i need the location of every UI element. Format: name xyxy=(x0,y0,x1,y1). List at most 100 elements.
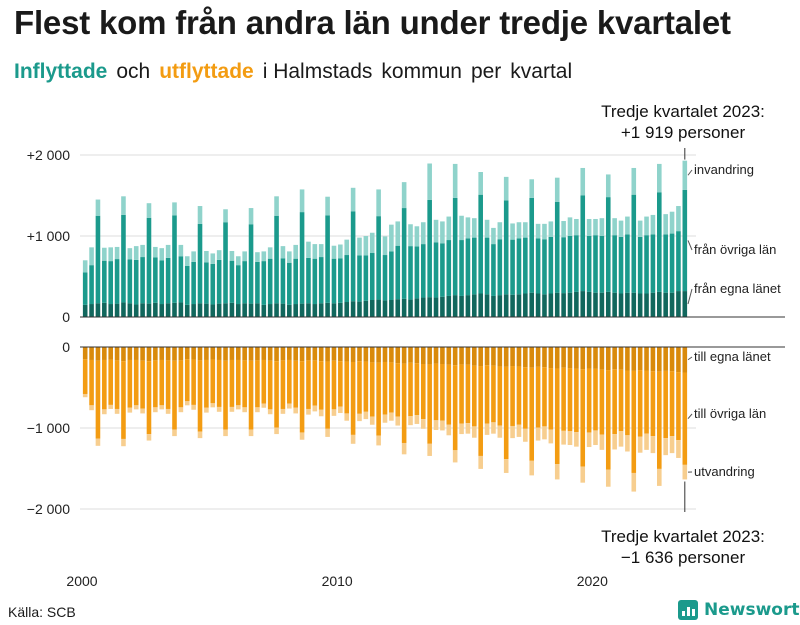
bar-out-segment xyxy=(440,364,445,421)
bar-out-segment xyxy=(529,347,535,368)
bar-in-segment xyxy=(682,189,688,292)
bar-out-segment xyxy=(255,407,260,413)
bar-in-segment xyxy=(121,214,126,303)
bar-in-segment xyxy=(204,262,209,304)
bar-in-segment xyxy=(102,247,107,261)
bar-in-segment xyxy=(140,244,145,258)
bar-out-segment xyxy=(561,367,566,431)
bar-in-segment xyxy=(612,292,617,317)
bar-out-segment xyxy=(510,425,515,439)
bar-out-segment xyxy=(331,409,337,416)
bar-in-segment xyxy=(287,304,292,317)
bar-out-segment xyxy=(280,347,286,361)
bar-out-segment xyxy=(165,360,171,409)
bar-out-segment xyxy=(593,347,598,369)
bar-out-segment xyxy=(542,426,547,440)
label-leader xyxy=(687,169,693,176)
bar-in-segment xyxy=(331,303,337,317)
annotation-bottom-line1: Tredje kvartalet 2023: xyxy=(601,527,765,546)
bar-out-segment xyxy=(191,359,196,405)
bar-in-segment xyxy=(146,217,152,304)
bar-in-segment xyxy=(465,238,471,296)
bar-out-segment xyxy=(529,367,535,461)
bar-in-segment xyxy=(133,304,139,317)
bar-out-segment xyxy=(408,362,413,417)
bar-in-segment xyxy=(255,303,260,317)
bar-out-segment xyxy=(280,360,286,409)
bar-in-segment xyxy=(89,247,94,266)
bar-out-segment xyxy=(542,367,547,427)
bar-in-segment xyxy=(312,244,318,259)
bar-out-segment xyxy=(178,360,184,408)
bar-in-segment xyxy=(338,302,343,317)
bar-in-segment xyxy=(89,265,94,305)
bar-in-segment xyxy=(389,251,394,300)
bar-out-segment xyxy=(401,363,407,443)
bar-in-segment xyxy=(446,240,452,296)
bar-in-segment xyxy=(593,292,598,317)
bar-out-segment xyxy=(338,361,343,407)
bar-in-segment xyxy=(542,294,547,317)
bar-out-segment xyxy=(261,347,267,360)
bar-in-segment xyxy=(369,232,375,254)
bar-out-segment xyxy=(108,359,114,405)
bar-out-segment xyxy=(382,361,388,415)
bar-out-segment xyxy=(293,407,298,414)
bar-out-segment xyxy=(580,347,586,370)
bar-out-segment xyxy=(446,347,452,365)
bar-out-segment xyxy=(612,434,617,450)
bar-in-segment xyxy=(465,295,471,317)
bar-out-segment xyxy=(548,368,554,430)
bar-out-segment xyxy=(452,365,458,451)
brand-name: Newsworthy xyxy=(704,600,800,620)
bar-out-segment xyxy=(369,416,375,425)
bar-in-segment xyxy=(274,215,279,304)
bar-out-segment xyxy=(401,442,407,455)
bar-out-segment xyxy=(357,347,362,362)
bar-out-segment xyxy=(586,432,592,448)
bar-out-segment xyxy=(191,404,196,410)
bar-in-segment xyxy=(280,258,286,304)
bar-in-segment xyxy=(312,258,318,305)
bar-in-segment xyxy=(369,299,375,317)
bar-out-segment xyxy=(656,371,662,469)
bar-in-segment xyxy=(389,224,394,252)
bar-out-segment xyxy=(261,403,267,408)
bar-out-segment xyxy=(223,360,228,430)
bar-in-segment xyxy=(548,236,554,294)
bar-in-segment xyxy=(382,236,388,256)
bar-in-segment xyxy=(382,300,388,317)
bar-out-segment xyxy=(669,347,675,372)
bar-out-segment xyxy=(491,365,496,423)
bar-out-segment xyxy=(491,347,496,366)
bar-in-segment xyxy=(261,251,267,262)
bar-in-segment xyxy=(267,247,273,259)
bar-in-segment xyxy=(248,303,254,317)
bar-in-segment xyxy=(401,208,407,299)
bar-out-segment xyxy=(178,347,184,361)
bar-out-segment xyxy=(542,347,547,368)
bar-out-segment xyxy=(121,347,126,362)
bar-in-segment xyxy=(293,258,298,305)
bar-in-segment xyxy=(414,298,420,317)
bar-out-segment xyxy=(586,368,592,433)
source-label: Källa: SCB xyxy=(8,604,76,620)
bar-in-segment xyxy=(318,244,324,258)
subtitle-kommun: kommun xyxy=(381,60,462,83)
bar-out-segment xyxy=(235,405,241,410)
bar-out-segment xyxy=(567,368,573,432)
bar-out-segment xyxy=(676,372,681,441)
bar-in-segment xyxy=(459,215,464,241)
bar-out-segment xyxy=(280,408,286,414)
bar-out-segment xyxy=(644,433,649,450)
bar-out-segment xyxy=(472,426,477,438)
bar-out-segment xyxy=(567,347,573,369)
bar-in-segment xyxy=(350,187,356,212)
bar-out-segment xyxy=(650,347,656,372)
bar-out-segment xyxy=(102,409,107,415)
label-leader xyxy=(687,413,693,420)
bar-out-segment xyxy=(197,360,203,432)
bar-out-segment xyxy=(389,412,394,421)
bar-in-segment xyxy=(325,196,330,216)
subtitle-och: och xyxy=(116,60,151,83)
